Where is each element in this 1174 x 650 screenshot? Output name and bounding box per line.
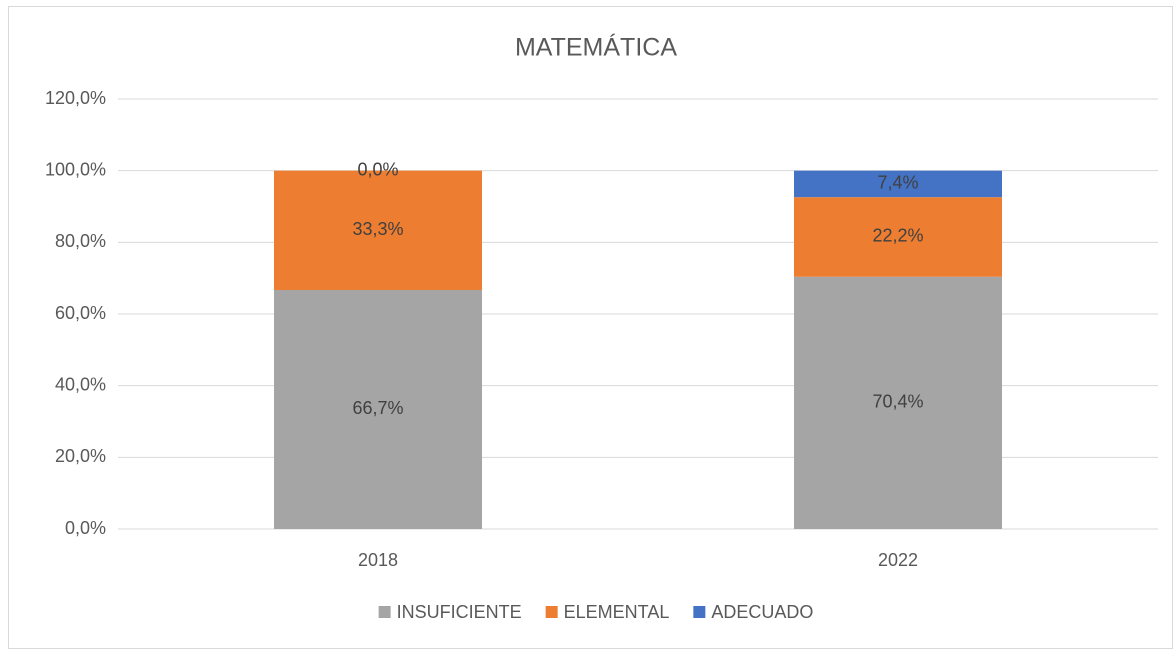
data-label: 7,4%	[877, 173, 918, 193]
data-label: 33,3%	[352, 219, 403, 239]
bar-segment	[794, 170, 1002, 198]
legend-swatch	[693, 606, 706, 618]
legend-swatch	[545, 606, 558, 618]
data-label: 0,0%	[357, 159, 398, 179]
legend-swatch	[378, 606, 391, 618]
y-tick-label: 0,0%	[65, 518, 106, 538]
x-tick-label: 2022	[878, 550, 918, 570]
legend-label: INSUFICIENTE	[397, 602, 522, 622]
data-label: 70,4%	[872, 392, 923, 412]
y-tick-label: 60,0%	[55, 303, 106, 323]
y-tick-label: 40,0%	[55, 374, 106, 394]
bar-segment	[274, 289, 482, 529]
legend-label: ELEMENTAL	[564, 602, 670, 622]
y-tick-label: 20,0%	[55, 446, 106, 466]
y-tick-label: 120,0%	[45, 88, 106, 108]
y-tick-label: 100,0%	[45, 159, 106, 179]
chart-title: MATEMÁTICA	[515, 33, 677, 62]
bar-segment	[794, 197, 1002, 277]
y-tick-label: 80,0%	[55, 231, 106, 251]
x-tick-label: 2018	[358, 550, 398, 570]
legend-label: ADECUADO	[711, 602, 813, 622]
bar-segment	[274, 170, 482, 290]
data-label: 22,2%	[872, 226, 923, 246]
bar-segment	[794, 276, 1002, 529]
data-label: 66,7%	[352, 398, 403, 418]
